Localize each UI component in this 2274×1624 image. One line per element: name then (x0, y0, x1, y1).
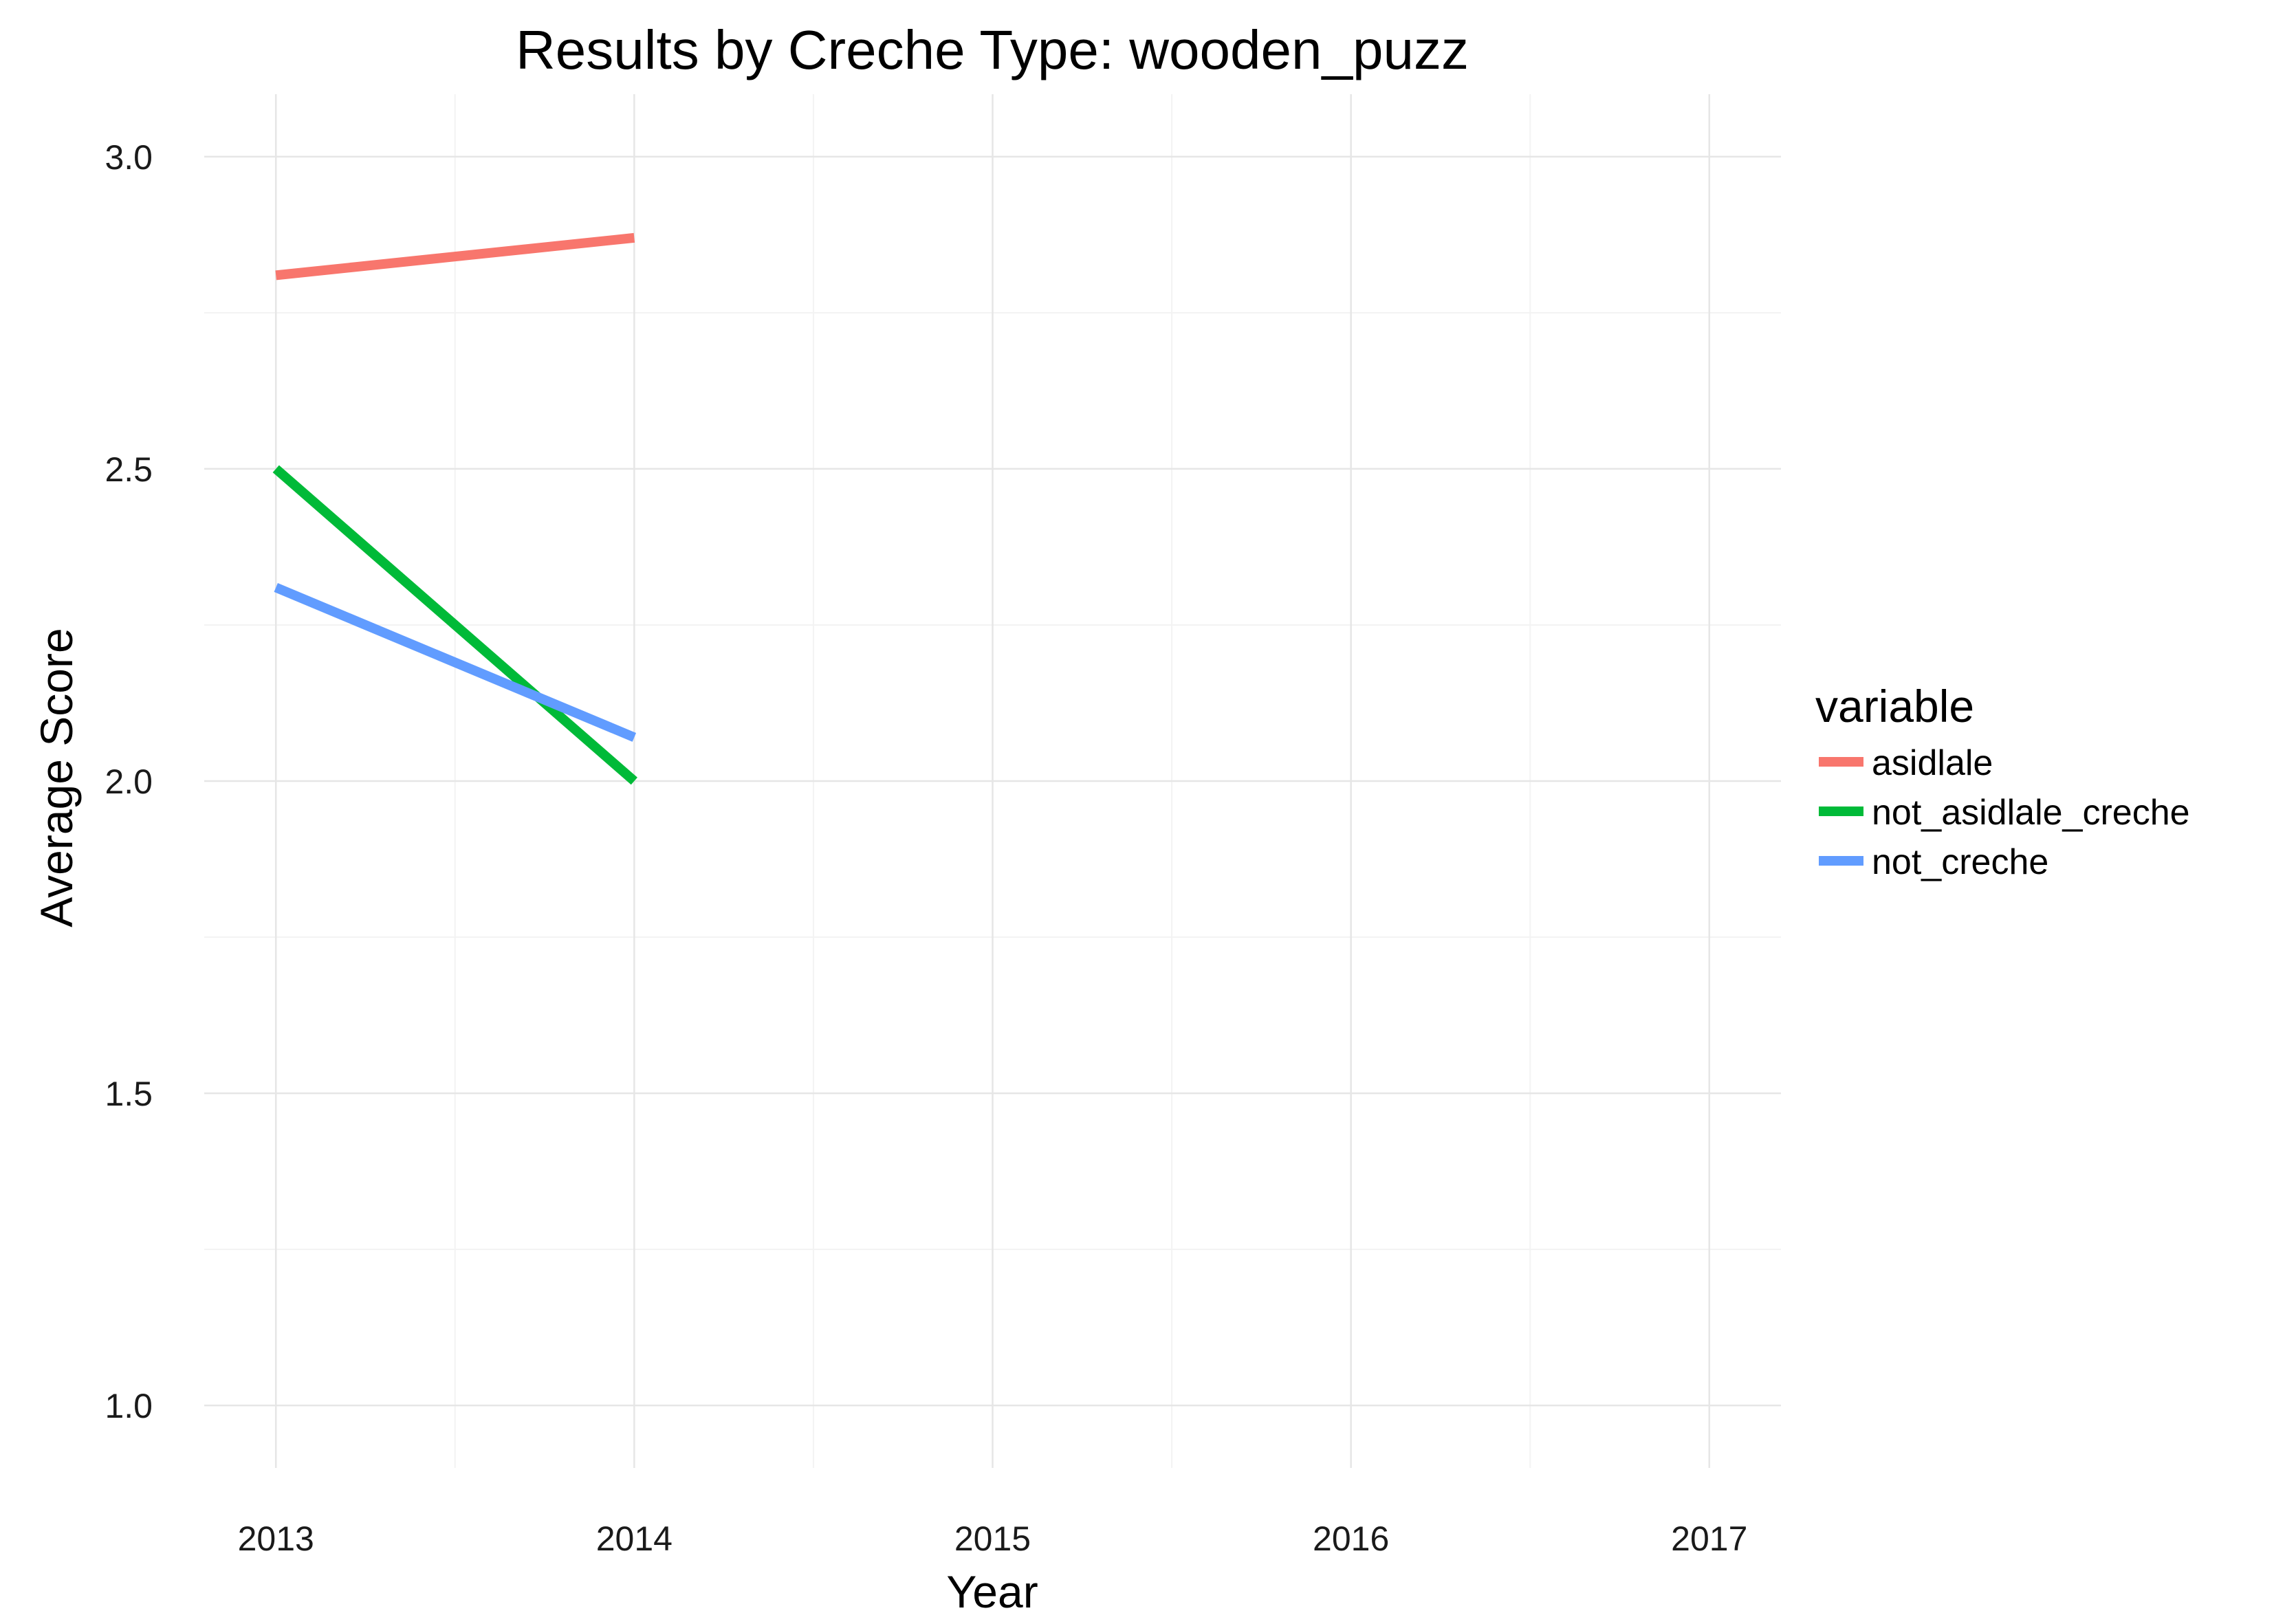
y-tick-label: 1.5 (105, 1075, 153, 1113)
y-tick-label: 1.0 (105, 1387, 153, 1425)
legend: variable asidlale not_asidlale_creche not_… (1815, 681, 2190, 882)
x-tick-label: 2015 (954, 1519, 1031, 1558)
legend-label-not_asidlale_creche: not_asidlale_creche (1872, 793, 2190, 833)
chart-title: Results by Creche Type: wooden_puzz (516, 19, 1469, 80)
series-line-asidlale (275, 232, 635, 281)
x-tick-label: 2014 (596, 1519, 673, 1558)
y-tick-label: 3.0 (105, 138, 153, 177)
x-tick-label: 2013 (238, 1519, 314, 1558)
legend-title: variable (1815, 681, 1974, 732)
x-tick-label: 2016 (1313, 1519, 1389, 1558)
y-tick-label: 2.5 (105, 450, 153, 489)
series-lines (272, 232, 637, 785)
x-axis-title: Year (946, 1566, 1038, 1617)
y-axis-ticks: 1.0 1.5 2.0 2.5 3.0 (105, 138, 153, 1425)
x-tick-label: 2017 (1671, 1519, 1747, 1558)
y-axis-title: Average Score (31, 628, 82, 927)
x-axis-ticks: 2013 2014 2015 2016 2017 (238, 1519, 1748, 1558)
y-tick-label: 2.0 (105, 762, 153, 801)
series-line-not_asidlale_creche (272, 465, 637, 785)
legend-label-not_creche: not_creche (1872, 842, 2048, 882)
major-grid (204, 94, 1781, 1468)
legend-label-asidlale: asidlale (1872, 743, 1993, 783)
series-line-not_creche (274, 583, 637, 742)
